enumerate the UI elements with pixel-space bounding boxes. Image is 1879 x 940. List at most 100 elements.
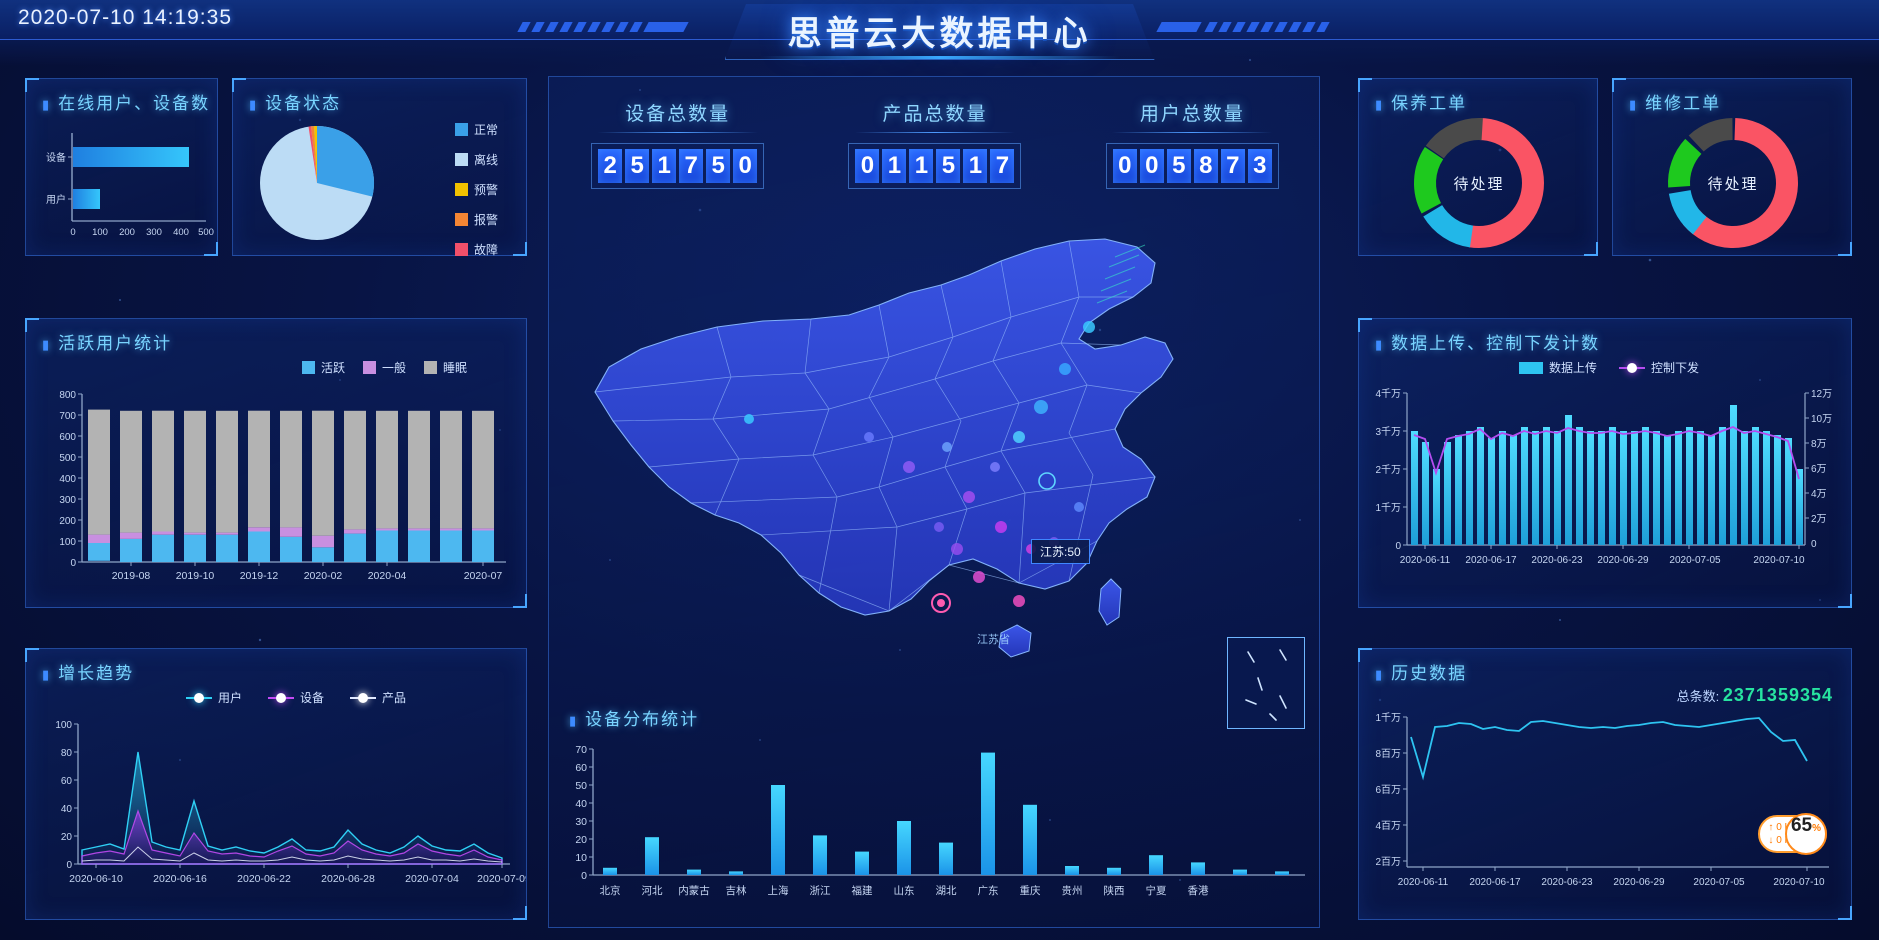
svg-text:2020-06-16: 2020-06-16 [153,873,207,885]
svg-text:100: 100 [92,227,108,238]
svg-text:6万: 6万 [1811,464,1827,475]
panel-upload-control: ▮ 数据上传、控制下发计数 数据上传 控制下发 4千万 3千万 2千万 1千万 0 12… [1358,318,1852,608]
panel-online-users-devices: ▮ 在线用户、设备数 设备 用户 0 100 200 300 400 500 [25,78,218,256]
legend-item-control[interactable]: 控制下发 [1619,359,1699,376]
legend-item-users[interactable]: 用户 [186,689,242,706]
legend-item-offline[interactable]: 离线 [455,151,498,168]
legend-label: 一般 [382,361,407,375]
svg-text:700: 700 [59,411,76,422]
chart-history-line: 1千万 8百万 6百万 4百万 2百万 2020-06-11 2020-06-17 202… [1375,712,1829,888]
kpi-digit: 5 [625,149,650,183]
title-frame [724,4,1155,60]
kpi-label: 设备总数量 [625,104,731,125]
svg-text:40: 40 [61,804,73,815]
legend-swatch-icon [455,213,468,226]
map-minimap[interactable] [1227,637,1305,729]
chart-device-distribution: 70 60 50 40 30 20 10 0 [575,744,1305,897]
svg-text:30: 30 [575,816,587,828]
minimap-islands-svg [1245,649,1287,721]
panel-title-online: ▮ 在线用户、设备数 [42,94,211,113]
panel-title-maintenance: ▮ 保养工单 [1375,94,1468,113]
legend-label: 活跃 [321,361,346,375]
svg-text:300: 300 [59,495,76,506]
svg-text:浙江: 浙江 [810,885,831,897]
kpi-separator [597,132,758,133]
clock-display: 2020-07-10 14:19:35 [18,6,232,29]
svg-text:8百万: 8百万 [1375,748,1401,760]
svg-text:0: 0 [1811,539,1817,550]
svg-text:4千万: 4千万 [1375,388,1401,400]
svg-text:2020-07-05: 2020-07-05 [1669,555,1721,566]
panel-growth-trend: ▮ 增长趋势 用户 设备 产品 100 80 60 40 20 0 [25,648,527,920]
chart-maintenance-donut [1414,117,1544,248]
legend-item-active[interactable]: 活跃 [302,359,345,376]
kpi-total-users: 用户总数量 0 0 5 8 7 3 [1064,99,1321,189]
donut-center-label-repair: 待处理 [1707,175,1759,193]
kpi-total-devices: 设备总数量 2 5 1 7 5 0 [549,99,806,189]
cpu-usage-circle[interactable]: 65% [1785,813,1827,855]
legend-item-devices[interactable]: 设备 [268,689,324,706]
panel-marker-icon: ▮ [569,713,579,728]
svg-text:2020-06-17: 2020-06-17 [1465,555,1517,566]
svg-text:2020-07-04: 2020-07-04 [405,873,459,885]
kpi-label: 产品总数量 [882,104,988,125]
network-speed-widget[interactable]: ↑ 0 K/s ↓ 0 K/s 65% [1758,813,1827,855]
svg-text:100: 100 [59,537,76,548]
svg-text:4百万: 4百万 [1375,820,1401,832]
legend-label: 预警 [474,183,499,197]
svg-text:2020-04: 2020-04 [368,570,407,582]
svg-text:用户: 用户 [46,193,66,206]
kpi-digit: 0 [733,149,758,183]
legend-active-users: 活跃 一般 睡眠 [302,359,467,376]
legend-item-sleep[interactable]: 睡眠 [424,359,467,376]
china-map-svg[interactable]: 江苏省 [549,197,1321,717]
kpi-digit: 1 [909,149,934,183]
legend-item-normal[interactable]: 一般 [363,359,406,376]
legend-item-fault[interactable]: 故障 [455,241,498,258]
kpi-digit: 2 [598,149,623,183]
legend-item-normal[interactable]: 正常 [455,121,498,138]
svg-text:北京: 北京 [600,884,621,897]
chart-upload-control: 4千万 3千万 2千万 1千万 0 12万 10万 8万 6万 4万 2万 0 [1375,388,1832,566]
panel-title-growth: ▮ 增长趋势 [42,664,135,683]
legend-item-products[interactable]: 产品 [350,689,406,706]
kpi-separator [854,132,1015,133]
legend-label: 用户 [218,691,243,705]
legend-label: 故障 [474,243,499,257]
svg-text:60: 60 [61,776,73,787]
svg-text:400: 400 [59,474,76,485]
china-map[interactable]: 江苏省 江苏:50 [549,197,1321,729]
donut-center-label-maintenance: 待处理 [1453,175,1505,193]
panel-repair-orders: ▮ 维修工单 待处理 [1612,78,1852,256]
legend-swatch-icon [455,123,468,136]
svg-text:1千万: 1千万 [1375,712,1401,724]
svg-text:2020-06-10: 2020-06-10 [69,873,123,885]
kpi-digit: 7 [679,149,704,183]
svg-text:80: 80 [61,748,73,759]
legend-swatch-icon [302,361,315,374]
panel-title-device-distribution: ▮ 设备分布统计 [569,710,700,729]
download-arrow-icon: ↓ [1768,835,1774,846]
svg-text:2020-06-29: 2020-06-29 [1597,555,1649,566]
legend-line-dot-icon [186,692,212,703]
kpi-digit: 7 [990,149,1015,183]
svg-text:2020-07-09: 2020-07-09 [477,873,526,885]
cpu-usage-value: 65 [1790,815,1813,836]
legend-line-dot-icon [1619,362,1646,373]
svg-text:宁夏: 宁夏 [1146,884,1168,897]
svg-text:广东: 广东 [978,884,999,897]
svg-text:重庆: 重庆 [1020,884,1042,897]
header-band [0,0,1879,40]
panel-active-users: ▮ 活跃用户统计 活跃 一般 睡眠 800 700 600 500 400 300 200… [25,318,527,608]
legend-item-upload[interactable]: 数据上传 [1519,359,1597,376]
svg-text:300: 300 [146,227,162,238]
title-underline [759,56,1120,59]
kpi-digits: 0 1 1 5 1 7 [848,143,1022,189]
legend-item-warning[interactable]: 预警 [455,181,498,198]
svg-text:2万: 2万 [1811,514,1827,525]
legend-line-dot-icon [350,692,377,703]
svg-text:10万: 10万 [1811,414,1832,425]
legend-item-alarm[interactable]: 报警 [455,211,498,228]
panel-marker-icon: ▮ [1375,667,1385,682]
